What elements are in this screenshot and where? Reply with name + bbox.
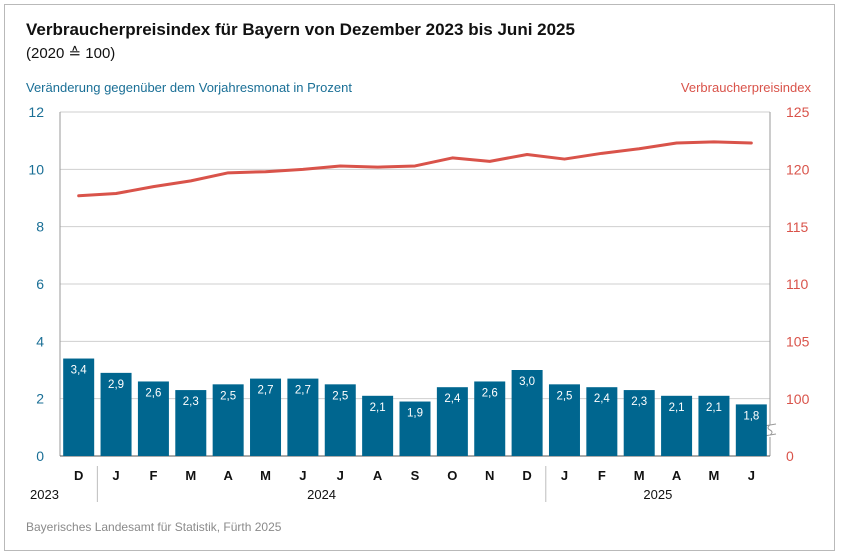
bar-value-label: 2,4 [594, 393, 611, 405]
bar [137, 381, 169, 456]
index-series-line [77, 140, 753, 198]
source-note: Bayerisches Landesamt für Statistik, Für… [26, 520, 282, 534]
bar-value-label: 2,5 [332, 390, 348, 402]
left-tick-label: 0 [36, 448, 44, 464]
bar-value-label: 2,3 [631, 396, 647, 408]
bar [586, 387, 618, 456]
bar-value-label: 2,7 [258, 385, 274, 397]
x-tick-label: J [337, 468, 344, 483]
left-tick-label: 12 [28, 104, 44, 120]
x-tick-label: M [185, 468, 196, 483]
left-tick-label: 2 [36, 391, 44, 407]
bar-value-label: 2,9 [108, 379, 124, 391]
bar [250, 378, 282, 456]
x-tick-label: M [634, 468, 645, 483]
bar-value-label: 2,1 [370, 402, 386, 414]
bar [100, 372, 132, 456]
x-tick-label: D [522, 468, 531, 483]
x-tick-label: F [598, 468, 606, 483]
x-tick-label: M [260, 468, 271, 483]
right-tick-label: 100 [786, 391, 810, 407]
x-tick-label: A [373, 468, 383, 483]
bar [324, 384, 356, 456]
bar-value-label: 2,5 [220, 390, 236, 402]
bar [735, 404, 767, 456]
bar-value-label: 3,0 [519, 376, 535, 388]
right-tick-label: 110 [786, 276, 809, 292]
year-group-label: 2025 [643, 487, 672, 502]
bar [175, 390, 207, 456]
x-tick-label: M [709, 468, 720, 483]
bar [436, 387, 468, 456]
x-tick-label: F [149, 468, 157, 483]
x-tick-label: D [74, 468, 83, 483]
bar-value-label: 2,3 [183, 396, 199, 408]
left-axis-label: Veränderung gegenüber dem Vorjahresmonat… [26, 80, 352, 95]
bar [212, 384, 244, 456]
year-group-label: 2023 [30, 487, 59, 502]
x-tick-label: S [411, 468, 420, 483]
right-tick-label: 125 [786, 104, 810, 120]
right-tick-label: 115 [786, 219, 809, 235]
left-tick-label: 4 [36, 333, 44, 349]
bar-value-label: 2,5 [556, 390, 572, 402]
x-tick-label: N [485, 468, 494, 483]
x-tick-label: J [112, 468, 119, 483]
bar [399, 401, 431, 456]
right-tick-label: 120 [786, 161, 810, 177]
bar [511, 370, 543, 456]
bar [474, 381, 506, 456]
bar-value-label: 1,9 [407, 408, 423, 420]
chart-frame [4, 4, 835, 551]
bar-value-label: 2,6 [145, 387, 161, 399]
x-tick-label: J [561, 468, 568, 483]
right-axis-label: Verbraucherpreisindex [680, 80, 811, 95]
bar-value-label: 2,6 [482, 387, 498, 399]
x-tick-label: J [748, 468, 755, 483]
bar-value-label: 2,1 [669, 402, 685, 414]
bar [548, 384, 580, 456]
chart-title: Verbraucherpreisindex für Bayern von Dez… [26, 20, 575, 39]
x-tick-label: A [223, 468, 233, 483]
bar-value-label: 2,4 [444, 393, 461, 405]
x-tick-label: J [299, 468, 306, 483]
year-group-label: 2024 [307, 487, 336, 502]
bar [362, 395, 394, 456]
left-tick-label: 10 [28, 161, 44, 177]
bar-value-label: 2,7 [295, 385, 311, 397]
bar [287, 378, 319, 456]
left-tick-label: 6 [36, 276, 44, 292]
chart-subtitle: (2020 ≙ 100) [26, 45, 116, 62]
bar [623, 390, 655, 456]
bar [63, 358, 95, 456]
bar [698, 395, 730, 456]
x-tick-label: A [672, 468, 682, 483]
right-tick-label: 105 [786, 334, 810, 350]
bar-value-label: 2,1 [706, 402, 722, 414]
right-tick-label: 0 [786, 448, 794, 464]
bar-value-label: 3,4 [71, 365, 88, 377]
x-tick-label: O [447, 468, 457, 483]
left-tick-label: 8 [36, 219, 44, 235]
bar-value-label: 1,8 [743, 410, 759, 422]
bar [661, 395, 693, 456]
